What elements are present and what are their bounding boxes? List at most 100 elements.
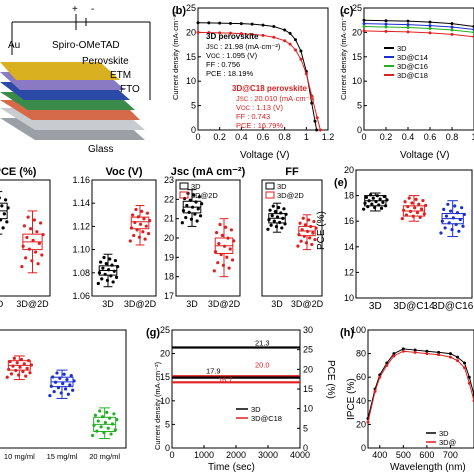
data-point <box>40 253 44 257</box>
data-point <box>373 205 377 210</box>
data-point <box>145 211 150 215</box>
series-point <box>406 26 410 30</box>
legend-label: 3D <box>191 182 201 191</box>
series-point <box>456 359 460 363</box>
box-panel-frame <box>91 179 157 297</box>
series-point <box>239 32 243 36</box>
data-point <box>402 208 406 212</box>
data-point <box>2 212 6 216</box>
data-point <box>407 196 411 200</box>
data-point <box>375 194 379 198</box>
y-tick-label: 10 <box>160 396 170 406</box>
data-point <box>232 239 236 243</box>
series-point <box>392 352 396 356</box>
series-point <box>450 28 454 32</box>
data-point <box>461 224 465 228</box>
y-tick-label: 21 <box>164 214 174 224</box>
data-point <box>309 224 313 229</box>
data-point <box>53 380 58 384</box>
panel-b: (b) 0 0.2 0.4 0.6 0.8 1 1.2 0 5 10 15 20 25 Current … <box>171 3 334 161</box>
data-point <box>111 280 115 284</box>
x-tick-label: 1 <box>304 132 309 142</box>
data-point <box>198 214 203 218</box>
legend-label: 3D <box>277 182 287 191</box>
x-category-label: 3D@2D <box>291 299 324 309</box>
series-point <box>362 29 366 33</box>
series-point <box>310 94 314 98</box>
data-point <box>180 221 184 225</box>
series-point <box>413 350 417 354</box>
series-point <box>448 352 452 356</box>
data-point <box>104 262 108 266</box>
panel-f-frame <box>0 329 127 449</box>
series-point <box>315 116 319 120</box>
h-legend-label: 3D@ <box>439 438 456 447</box>
x-tick-label: 0.2 <box>380 132 393 142</box>
series-point <box>384 29 388 33</box>
data-point <box>102 431 106 435</box>
data-point <box>455 211 460 215</box>
data-point <box>136 215 140 219</box>
series-line-1 <box>367 350 474 423</box>
data-point <box>96 419 100 423</box>
data-point <box>424 203 428 207</box>
x-tick-label: 0 <box>195 132 200 142</box>
series-point <box>362 25 366 29</box>
y-tick-label: 20 <box>356 419 366 429</box>
data-point <box>220 233 224 237</box>
h-legend-label: 3D <box>439 429 449 438</box>
data-point <box>367 199 371 203</box>
data-point <box>37 241 41 245</box>
x-tick-label: 4000 <box>290 450 310 460</box>
x-category-label: 3D <box>0 299 4 309</box>
data-point <box>24 256 28 260</box>
x-tick-label: 0.8 <box>446 132 459 142</box>
data-point <box>1 226 5 230</box>
series-point <box>428 31 432 35</box>
box <box>130 216 150 230</box>
y2-tick-label: 10 <box>303 404 313 414</box>
plus-sign: + <box>72 4 78 15</box>
data-point <box>418 215 422 220</box>
data-point <box>108 257 112 261</box>
box-panel-title: Jsc (mA cm⁻²) <box>171 166 246 178</box>
series-point <box>315 128 319 132</box>
data-point <box>17 373 21 377</box>
b-s1-pce: PCE : 18.19% <box>206 69 253 78</box>
data-point <box>27 247 31 251</box>
label-au: Au <box>8 40 20 51</box>
x-category-label: 3D@C14 <box>393 301 435 312</box>
box-panel-title: FF <box>285 166 299 178</box>
b-s1-jsc: JSC : 21.98 (mA·cm⁻²) <box>206 42 281 51</box>
data-point <box>103 420 107 425</box>
data-point <box>101 266 105 270</box>
data-point <box>103 272 107 276</box>
g-annotation: 17.9 <box>206 367 221 376</box>
series-point <box>463 361 467 365</box>
data-point <box>112 269 116 273</box>
x-tick-label: 400 <box>372 450 387 460</box>
panel-h-frame <box>367 329 474 449</box>
b-s2-pce: PCE : 16.79% <box>236 121 283 130</box>
data-point <box>62 372 66 376</box>
series-point <box>450 32 454 36</box>
y-tick-label: 0 <box>357 125 362 135</box>
c-legend-label: 3D@C18 <box>397 71 428 80</box>
y-tick-label: 5 <box>357 101 362 111</box>
panel-b-ylabel: Current density (mA·cm⁻²) <box>171 11 180 100</box>
x-tick-label: 0.6 <box>424 132 437 142</box>
data-point <box>298 221 302 225</box>
data-point <box>38 221 43 225</box>
data-point <box>300 228 304 232</box>
series-point <box>450 25 454 29</box>
data-point <box>271 204 275 208</box>
data-point <box>307 218 311 222</box>
y-tick-label: 25 <box>186 3 196 13</box>
g-annotation: 21.3 <box>255 338 270 347</box>
data-point <box>26 358 31 363</box>
data-point <box>36 262 40 266</box>
data-point <box>25 235 29 240</box>
data-point <box>411 214 415 218</box>
b-s1-ff: FF : 0.756 <box>206 60 240 69</box>
data-point <box>227 266 231 270</box>
